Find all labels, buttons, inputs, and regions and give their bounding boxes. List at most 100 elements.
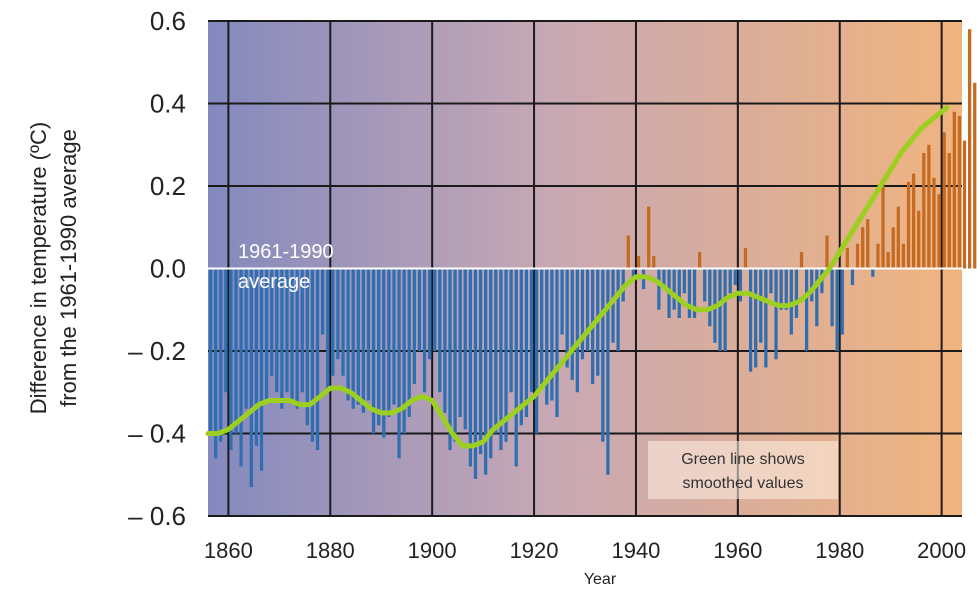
bar — [815, 268, 819, 327]
bar — [723, 268, 727, 351]
bar — [529, 268, 534, 393]
bar — [565, 268, 569, 368]
bar — [932, 177, 936, 269]
bar — [794, 268, 799, 318]
bar — [697, 252, 702, 269]
bar — [901, 243, 906, 269]
bar — [866, 219, 870, 269]
bar — [861, 227, 865, 269]
bar — [371, 268, 376, 434]
bar — [855, 243, 860, 269]
bar — [478, 268, 483, 455]
bar — [952, 111, 956, 269]
bar — [743, 247, 748, 269]
bar — [275, 268, 279, 393]
bar — [606, 268, 610, 475]
bar — [968, 29, 972, 269]
bar — [555, 268, 559, 417]
bar — [377, 268, 381, 426]
bar — [601, 268, 605, 442]
bar — [387, 268, 391, 417]
bar — [382, 268, 386, 438]
bar — [682, 268, 686, 294]
baseline-label-line1: 1961-1990 — [238, 241, 334, 263]
bar — [662, 268, 666, 285]
y-tick-label: 0.6 — [150, 6, 186, 36]
bar — [219, 268, 223, 442]
y-tick-label: 0.2 — [150, 171, 186, 201]
bar — [458, 268, 462, 417]
bar — [259, 268, 264, 471]
bar — [244, 268, 248, 409]
y-axis-title-line1: Difference in temperature (ºC) — [26, 122, 51, 415]
bar — [361, 268, 366, 413]
bar — [534, 268, 539, 434]
bar — [626, 235, 630, 269]
bar — [718, 268, 722, 351]
x-tick-label: 1860 — [204, 538, 253, 563]
bar — [229, 268, 233, 450]
bar — [407, 268, 411, 417]
bar — [484, 268, 488, 475]
bar — [738, 268, 743, 302]
bar — [774, 268, 778, 360]
bar — [611, 268, 615, 343]
bar — [937, 194, 941, 269]
bar — [280, 268, 284, 409]
bar — [392, 268, 396, 405]
bar — [433, 268, 437, 351]
bar — [585, 268, 590, 351]
smoothed-line — [205, 105, 950, 449]
bar — [214, 268, 218, 459]
bar — [524, 268, 529, 417]
bar — [922, 153, 926, 269]
bar — [871, 268, 875, 277]
bar — [840, 268, 844, 335]
bar — [754, 268, 758, 368]
bar — [942, 132, 946, 269]
bar — [825, 235, 829, 269]
y-tick-label: 0.4 — [150, 89, 186, 119]
x-tick-label: 1980 — [815, 538, 864, 563]
bar — [927, 144, 931, 269]
bar — [448, 268, 452, 450]
y-tick-label: – 0.6 — [128, 501, 186, 531]
bar — [830, 268, 834, 327]
bar — [708, 268, 712, 327]
bar — [911, 173, 916, 269]
y-tick-label: – 0.4 — [128, 419, 186, 449]
bar — [647, 206, 651, 269]
bar — [687, 268, 692, 318]
bar — [346, 268, 350, 401]
x-tick-labels: 1860 1880 1900 1920 1940 1960 1980 2000 — [204, 538, 966, 563]
bar — [616, 268, 620, 351]
bar — [540, 268, 544, 384]
bar — [677, 268, 681, 318]
bar — [692, 268, 697, 318]
bar — [341, 268, 345, 376]
bar — [652, 256, 656, 269]
bar — [402, 268, 406, 434]
bar — [254, 268, 259, 446]
bar — [570, 268, 574, 380]
bar — [489, 268, 493, 459]
bar — [438, 268, 442, 393]
bar — [290, 268, 294, 401]
bar — [234, 268, 238, 434]
x-axis-title: Year — [584, 571, 617, 588]
x-tick-label: 1960 — [713, 538, 762, 563]
bar — [973, 82, 977, 269]
bar — [326, 268, 330, 393]
bar — [264, 268, 269, 401]
bar — [764, 268, 768, 368]
bar — [560, 268, 564, 335]
x-tick-label: 2000 — [917, 538, 966, 563]
x-tick-label: 1920 — [510, 538, 559, 563]
bar — [427, 268, 432, 360]
bar — [917, 210, 921, 269]
bar — [906, 181, 911, 269]
bar — [886, 252, 890, 269]
bar — [896, 206, 900, 269]
note-line2: smoothed values — [683, 475, 804, 492]
bar — [947, 153, 951, 269]
